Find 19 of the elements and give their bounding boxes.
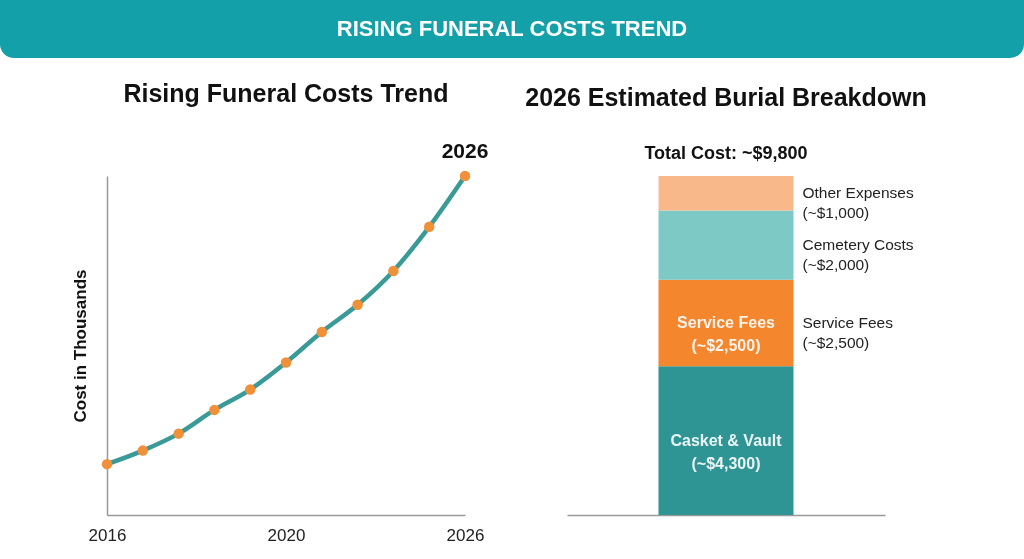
x-tick-label: 2026 xyxy=(446,525,485,545)
data-label: (~$2,500) xyxy=(691,337,761,355)
chart-title: 2026 Estimated Burial Breakdown xyxy=(525,83,927,111)
series-label: Casket & Vault xyxy=(670,431,783,449)
text: Service Fees (~$2,500) xyxy=(802,314,894,352)
x-tick-label: 2016 xyxy=(88,525,127,545)
text: Cemetery Costs (~$2,000) xyxy=(802,236,914,274)
text: RISING FUNERAL COSTS TREND xyxy=(0,0,1024,58)
chart-title: Rising Funeral Costs Trend xyxy=(123,79,449,107)
bar xyxy=(658,210,794,280)
annotation: 2026 xyxy=(441,139,489,162)
bar xyxy=(658,176,794,211)
x-tick-label: 2020 xyxy=(267,525,306,545)
series-label: Service Fees xyxy=(677,314,776,332)
total-label: Total Cost: ~$9,800 xyxy=(644,143,808,163)
data-label: (~$4,300) xyxy=(691,454,761,472)
y-axis-title: Cost in Thousands xyxy=(70,269,90,423)
bar xyxy=(658,366,794,515)
text: Other Expenses (~$1,000) xyxy=(802,184,914,222)
